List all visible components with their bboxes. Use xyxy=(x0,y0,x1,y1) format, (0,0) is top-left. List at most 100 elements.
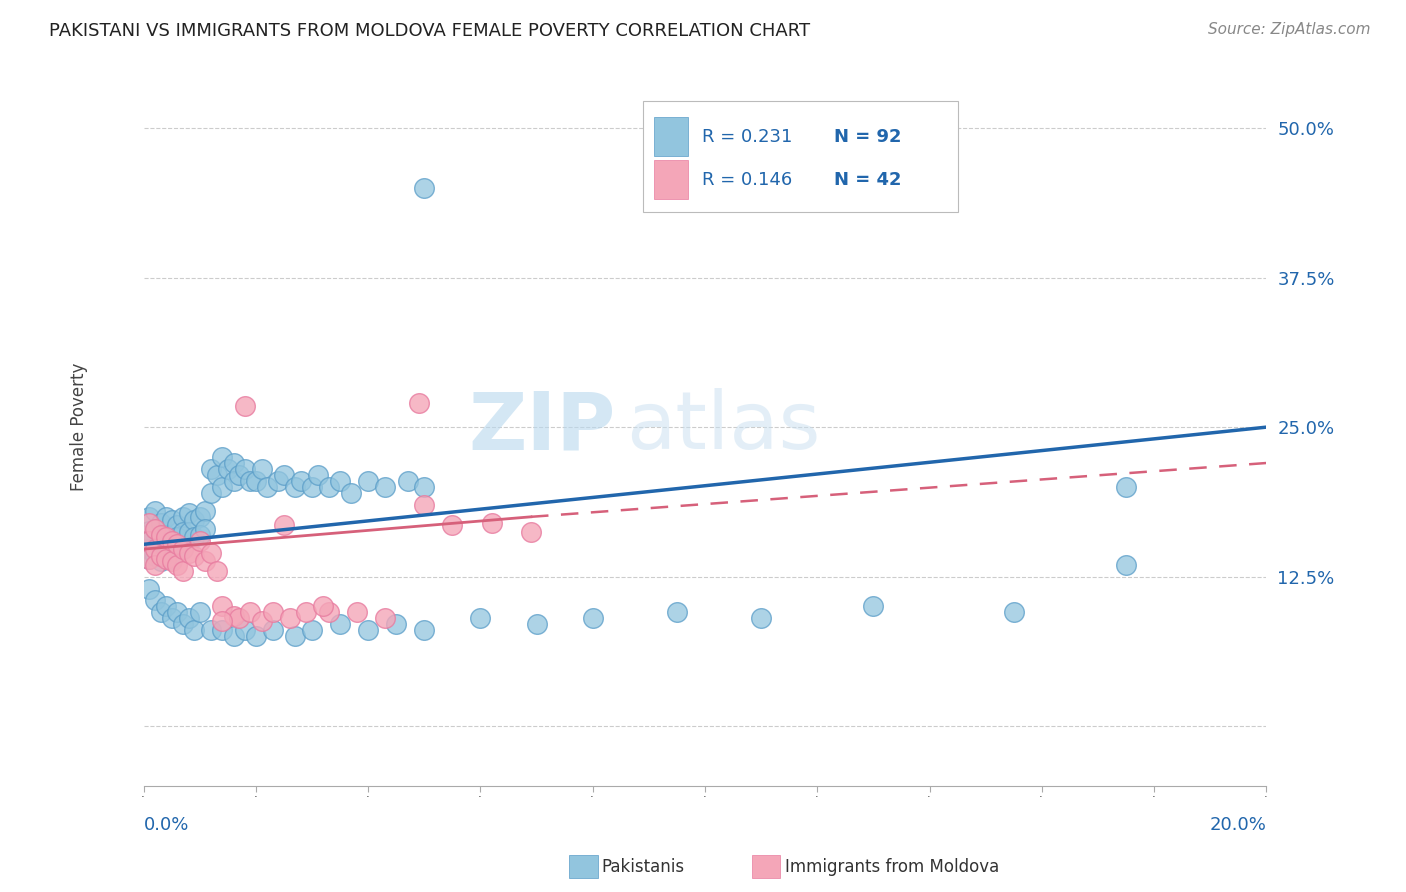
Point xyxy=(166,558,188,572)
Point xyxy=(307,467,329,482)
Point xyxy=(318,606,340,620)
Point xyxy=(211,599,233,614)
Point xyxy=(374,611,396,625)
Point xyxy=(526,617,548,632)
Point xyxy=(160,533,183,548)
Point xyxy=(233,399,256,413)
Point xyxy=(155,530,177,544)
Point xyxy=(239,606,262,620)
Point xyxy=(312,599,335,614)
Point xyxy=(441,518,464,533)
Point xyxy=(188,533,211,548)
Text: atlas: atlas xyxy=(627,388,821,467)
Point xyxy=(262,624,284,638)
Bar xyxy=(654,160,688,200)
Point xyxy=(357,624,380,638)
Point xyxy=(222,456,245,470)
Point xyxy=(211,614,233,628)
Point xyxy=(143,542,166,557)
Point xyxy=(301,480,323,494)
Point xyxy=(172,542,194,557)
Point xyxy=(194,504,217,518)
Point xyxy=(183,513,205,527)
Point xyxy=(520,525,543,540)
Text: R = 0.146: R = 0.146 xyxy=(702,170,792,189)
Point xyxy=(188,509,211,524)
Point xyxy=(177,525,200,540)
Point xyxy=(143,542,166,557)
Point xyxy=(149,527,172,541)
Bar xyxy=(654,117,688,156)
Point xyxy=(166,537,188,551)
Point xyxy=(211,450,233,464)
Point xyxy=(228,611,250,625)
Point xyxy=(194,522,217,536)
Point xyxy=(155,527,177,541)
Point xyxy=(188,527,211,541)
Point xyxy=(245,629,267,643)
Point xyxy=(138,551,160,566)
Text: Pakistanis: Pakistanis xyxy=(602,858,685,876)
Text: R = 0.231: R = 0.231 xyxy=(702,128,792,145)
Point xyxy=(211,480,233,494)
Point xyxy=(413,181,436,195)
Point xyxy=(166,606,188,620)
Point xyxy=(273,467,295,482)
Point xyxy=(470,611,492,625)
Point xyxy=(143,558,166,572)
Point xyxy=(166,530,188,544)
Point xyxy=(239,474,262,488)
Point xyxy=(250,614,273,628)
Point xyxy=(138,509,160,524)
FancyBboxPatch shape xyxy=(644,101,957,212)
Point xyxy=(222,474,245,488)
Point xyxy=(143,522,166,536)
Point xyxy=(262,606,284,620)
Point xyxy=(290,474,312,488)
Point xyxy=(1115,480,1137,494)
Point xyxy=(172,617,194,632)
Point xyxy=(183,549,205,564)
Text: 0.0%: 0.0% xyxy=(143,815,188,834)
Point xyxy=(582,611,605,625)
Point xyxy=(413,498,436,512)
Point xyxy=(143,593,166,607)
Point xyxy=(217,462,239,476)
Point xyxy=(267,474,290,488)
Point xyxy=(1115,558,1137,572)
Point xyxy=(396,474,419,488)
Point xyxy=(149,527,172,541)
Point xyxy=(138,551,160,566)
Point xyxy=(149,542,172,557)
Point xyxy=(211,624,233,638)
Point xyxy=(166,546,188,560)
Point xyxy=(749,611,772,625)
Point xyxy=(329,617,352,632)
Point xyxy=(357,474,380,488)
Point xyxy=(862,599,884,614)
Point xyxy=(374,480,396,494)
Point xyxy=(284,629,307,643)
Point xyxy=(1002,606,1025,620)
Point xyxy=(160,554,183,568)
Point xyxy=(138,533,160,548)
Point xyxy=(138,542,160,557)
Point xyxy=(233,624,256,638)
Point xyxy=(138,516,160,530)
Point xyxy=(183,624,205,638)
Point xyxy=(295,606,318,620)
Point xyxy=(385,617,408,632)
Point xyxy=(228,467,250,482)
Point xyxy=(155,599,177,614)
Point xyxy=(138,533,160,548)
Point xyxy=(143,549,166,564)
Point xyxy=(138,524,160,538)
Text: Female Poverty: Female Poverty xyxy=(69,363,87,491)
Point xyxy=(205,564,228,578)
Point xyxy=(273,518,295,533)
Point xyxy=(155,551,177,566)
Point xyxy=(278,611,301,625)
Point xyxy=(413,624,436,638)
Point xyxy=(340,486,363,500)
Point xyxy=(138,582,160,596)
